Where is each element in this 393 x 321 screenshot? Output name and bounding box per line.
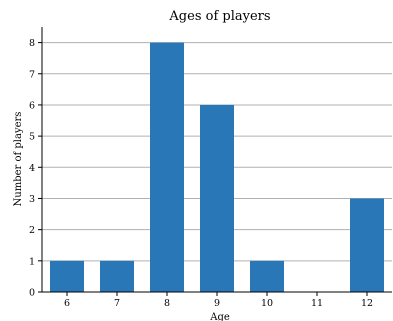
y-axis-label: Number of players [13, 112, 24, 207]
y-ticks: 0 1 2 3 4 5 6 7 8 [29, 38, 42, 299]
x-tick-label-6: 6 [64, 298, 70, 309]
y-tick-label-4: 4 [29, 163, 35, 174]
x-tick-label-11: 11 [311, 298, 323, 309]
x-tick-label-8: 8 [164, 298, 170, 309]
y-tick-label-2: 2 [29, 225, 35, 236]
bar-10 [250, 260, 284, 292]
y-tick-label-0: 0 [29, 288, 35, 299]
x-axis-label: Age [209, 312, 230, 321]
chart-title: Ages of players [168, 9, 270, 24]
bar-8 [150, 42, 184, 293]
bar-12 [350, 198, 384, 292]
bars [50, 42, 384, 293]
y-tick-label-8: 8 [29, 38, 35, 49]
y-tick-label-3: 3 [29, 194, 35, 205]
x-tick-label-10: 10 [261, 298, 273, 309]
y-tick-label-5: 5 [29, 132, 35, 143]
y-tick-label-6: 6 [29, 100, 35, 111]
bar-9 [200, 104, 234, 292]
x-tick-label-7: 7 [114, 298, 120, 309]
y-tick-label-7: 7 [29, 69, 35, 80]
x-tick-label-9: 9 [214, 298, 220, 309]
y-tick-label-1: 1 [29, 256, 35, 267]
bar-7 [100, 260, 134, 292]
x-ticks: 6 7 8 9 10 11 12 [64, 292, 373, 309]
x-tick-label-12: 12 [361, 298, 373, 309]
bar-6 [50, 260, 84, 292]
